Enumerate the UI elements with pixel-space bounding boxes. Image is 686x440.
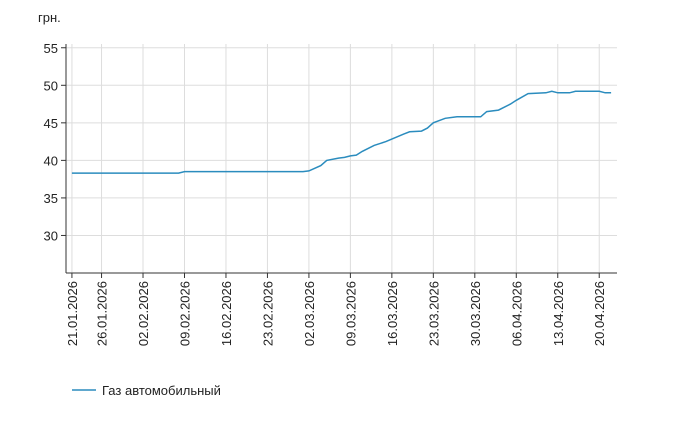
x-tick-label: 20.04.2026: [592, 281, 607, 346]
x-tick-label: 23.02.2026: [260, 281, 275, 346]
y-tick-label: 40: [44, 153, 58, 168]
x-tick-label: 02.03.2026: [302, 281, 317, 346]
x-tick-label: 30.03.2026: [468, 281, 483, 346]
x-tick-label: 13.04.2026: [551, 281, 566, 346]
y-unit: грн.: [38, 10, 61, 25]
y-tick-label: 50: [44, 78, 58, 93]
line: [71, 90, 612, 174]
x-tick-label: 26.01.2026: [95, 281, 110, 346]
x-tick-label: 09.02.2026: [177, 281, 192, 346]
x-tick-label: 06.04.2026: [509, 281, 524, 346]
x-tick-label: 09.03.2026: [343, 281, 358, 346]
legend-label: Газ автомобильный: [102, 383, 221, 398]
x-tick-label: 02.02.2026: [136, 281, 151, 346]
x-tick-label: 16.03.2026: [385, 281, 400, 346]
y-tick-label: 55: [44, 41, 58, 56]
y-tick-label: 45: [44, 116, 58, 131]
y-tick-label: 30: [44, 228, 58, 243]
y-tick-label: 35: [44, 191, 58, 206]
x-tick-label: 21.01.2026: [65, 281, 80, 346]
x-tick-label: 16.02.2026: [219, 281, 234, 346]
x-tick-label: 23.03.2026: [426, 281, 441, 346]
